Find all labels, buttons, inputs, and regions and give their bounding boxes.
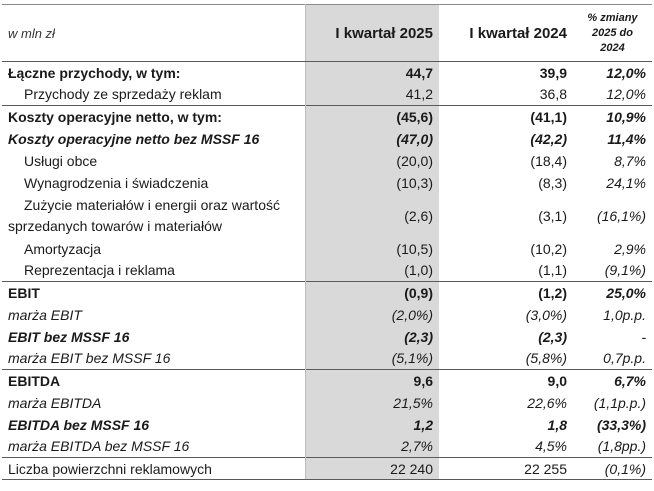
table-row: Koszty operacyjne netto, w tym: (45,6) (… — [2, 105, 652, 128]
value-change: (1,1p.p.) — [593, 394, 646, 411]
value-change: - — [641, 328, 646, 345]
value-2025: (2,6) — [305, 193, 439, 238]
value-2025: 44,7 — [305, 61, 439, 84]
value-2025: 41,2 — [305, 83, 439, 106]
row-label: Usługi obce — [2, 149, 306, 172]
value-2025: (45,6) — [305, 105, 439, 128]
row-label: marża EBIT — [2, 303, 306, 326]
row-label: Przychody ze sprzedaży reklam — [2, 83, 306, 106]
value-2024: 4,5% — [535, 438, 567, 455]
table-row: EBITDA 9,6 9,0 6,7% — [2, 369, 652, 392]
value-2024: (2,3) — [538, 328, 567, 345]
value-2024: (8,3) — [538, 174, 567, 191]
value-change: 11,4% — [607, 130, 646, 147]
column-header-2025: I kwartał 2025 — [305, 4, 439, 62]
value-change: 12,0% — [606, 86, 646, 103]
table-row: Zużycie materiałów i energii oraz wartoś… — [2, 193, 652, 238]
change-header-line1: % zmiany — [587, 11, 638, 24]
value-change: 0,7p.p. — [603, 350, 646, 367]
value-2024: (10,2) — [530, 240, 567, 257]
table-row: Usługi obce (20,0) (18,4) 8,7% — [2, 149, 652, 172]
value-change: (33,3%) — [596, 416, 646, 433]
table-row: EBITDA bez MSSF 16 1,2 1,8 (33,3%) — [2, 413, 652, 436]
row-label: Koszty operacyjne netto bez MSSF 16 — [2, 127, 306, 150]
value-change: 12,0% — [573, 61, 652, 84]
row-label: Łączne przychody, w tym: — [2, 61, 306, 84]
table-row: Liczba powierzchni reklamowych 22 240 22… — [2, 457, 652, 480]
value-2025: (2,3) — [305, 325, 439, 348]
table-header-row: w mln zł I kwartał 2025 I kwartał 2024 %… — [2, 4, 652, 62]
value-2025: (1,0) — [305, 259, 439, 282]
value-change: 10,9% — [573, 105, 652, 128]
table-row: marża EBIT (2,0%) (3,0%) 1,0p.p. — [2, 303, 652, 326]
value-change: (1,8pp.) — [597, 438, 646, 455]
value-change: 2,9% — [614, 240, 646, 257]
value-2024: (1,1) — [538, 262, 567, 279]
value-2025: 22 240 — [305, 457, 439, 480]
value-2024: (3,1) — [538, 207, 567, 224]
row-label: EBITDA — [2, 369, 306, 392]
table-row: Wynagrodzenia i świadczenia (10,3) (8,3)… — [2, 171, 652, 194]
row-label: marża EBIT bez MSSF 16 — [2, 347, 306, 370]
row-label: EBIT bez MSSF 16 — [2, 325, 306, 348]
value-2024: 22 255 — [439, 457, 573, 480]
value-2024: 39,9 — [439, 61, 573, 84]
value-2025: (10,5) — [305, 237, 439, 260]
value-2024: 22,6% — [527, 394, 567, 411]
value-2024: 1,8 — [547, 416, 567, 433]
value-2024: (5,8%) — [525, 350, 567, 367]
value-2025: (10,3) — [305, 171, 439, 194]
table-row: Przychody ze sprzedaży reklam 41,2 36,8 … — [2, 83, 652, 106]
row-label: EBITDA bez MSSF 16 — [2, 413, 306, 436]
table-row: marża EBITDA bez MSSF 16 2,7% 4,5% (1,8p… — [2, 435, 652, 458]
value-2024: 36,8 — [539, 86, 567, 103]
table-row: marża EBITDA 21,5% 22,6% (1,1p.p.) — [2, 391, 652, 414]
value-change: (16,1%) — [596, 207, 646, 224]
row-label: marża EBITDA — [2, 391, 306, 414]
value-2025: 21,5% — [305, 391, 439, 414]
row-label: Zużycie materiałów i energii oraz wartoś… — [2, 193, 306, 238]
value-2024: (1,2) — [439, 281, 573, 304]
value-2025: 2,7% — [305, 435, 439, 458]
value-2025: (47,0) — [305, 127, 439, 150]
table-row: marża EBIT bez MSSF 16 (5,1%) (5,8%) 0,7… — [2, 347, 652, 370]
value-change: 6,7% — [573, 369, 652, 392]
value-change: 24,1% — [606, 174, 646, 191]
value-2024: (3,0%) — [525, 306, 567, 323]
value-change: (9,1%) — [604, 262, 646, 279]
row-label: Koszty operacyjne netto, w tym: — [2, 105, 306, 128]
value-2024: 9,0 — [439, 369, 573, 392]
value-change: 1,0p.p. — [603, 306, 646, 323]
table-row: EBIT bez MSSF 16 (2,3) (2,3) - — [2, 325, 652, 348]
table-row: Reprezentacja i reklama (1,0) (1,1) (9,1… — [2, 259, 652, 282]
value-2025: (2,0%) — [305, 303, 439, 326]
table-row: Amortyzacja (10,5) (10,2) 2,9% — [2, 237, 652, 260]
column-header-2024: I kwartał 2024 — [439, 4, 573, 62]
value-2025: 9,6 — [305, 369, 439, 392]
value-2024: (42,2) — [530, 130, 567, 147]
row-label: marża EBITDA bez MSSF 16 — [2, 435, 306, 458]
table-row: Łączne przychody, w tym: 44,7 39,9 12,0% — [2, 61, 652, 84]
table-row: EBIT (0,9) (1,2) 25,0% — [2, 281, 652, 304]
row-label: Wynagrodzenia i świadczenia — [2, 171, 306, 194]
table-row: Koszty operacyjne netto bez MSSF 16 (47,… — [2, 127, 652, 150]
value-2025: (0,9) — [305, 281, 439, 304]
row-label: Liczba powierzchni reklamowych — [2, 457, 306, 480]
value-change: (0,1%) — [573, 457, 652, 480]
change-header-line2: 2025 do 2024 — [592, 26, 633, 54]
value-change: 25,0% — [573, 281, 652, 304]
row-label: EBIT — [2, 281, 306, 304]
column-header-change: % zmiany 2025 do 2024 — [573, 4, 652, 62]
value-2025: 1,2 — [305, 413, 439, 436]
row-label: Reprezentacja i reklama — [2, 259, 306, 282]
value-2025: (5,1%) — [305, 347, 439, 370]
value-2024: (18,4) — [530, 152, 567, 169]
row-label: Amortyzacja — [2, 237, 306, 260]
value-2025: (20,0) — [305, 149, 439, 172]
unit-label: w mln zł — [2, 4, 306, 62]
value-change: 8,7% — [614, 152, 646, 169]
value-2024: (41,1) — [439, 105, 573, 128]
financial-results-table: w mln zł I kwartał 2025 I kwartał 2024 %… — [2, 4, 652, 480]
